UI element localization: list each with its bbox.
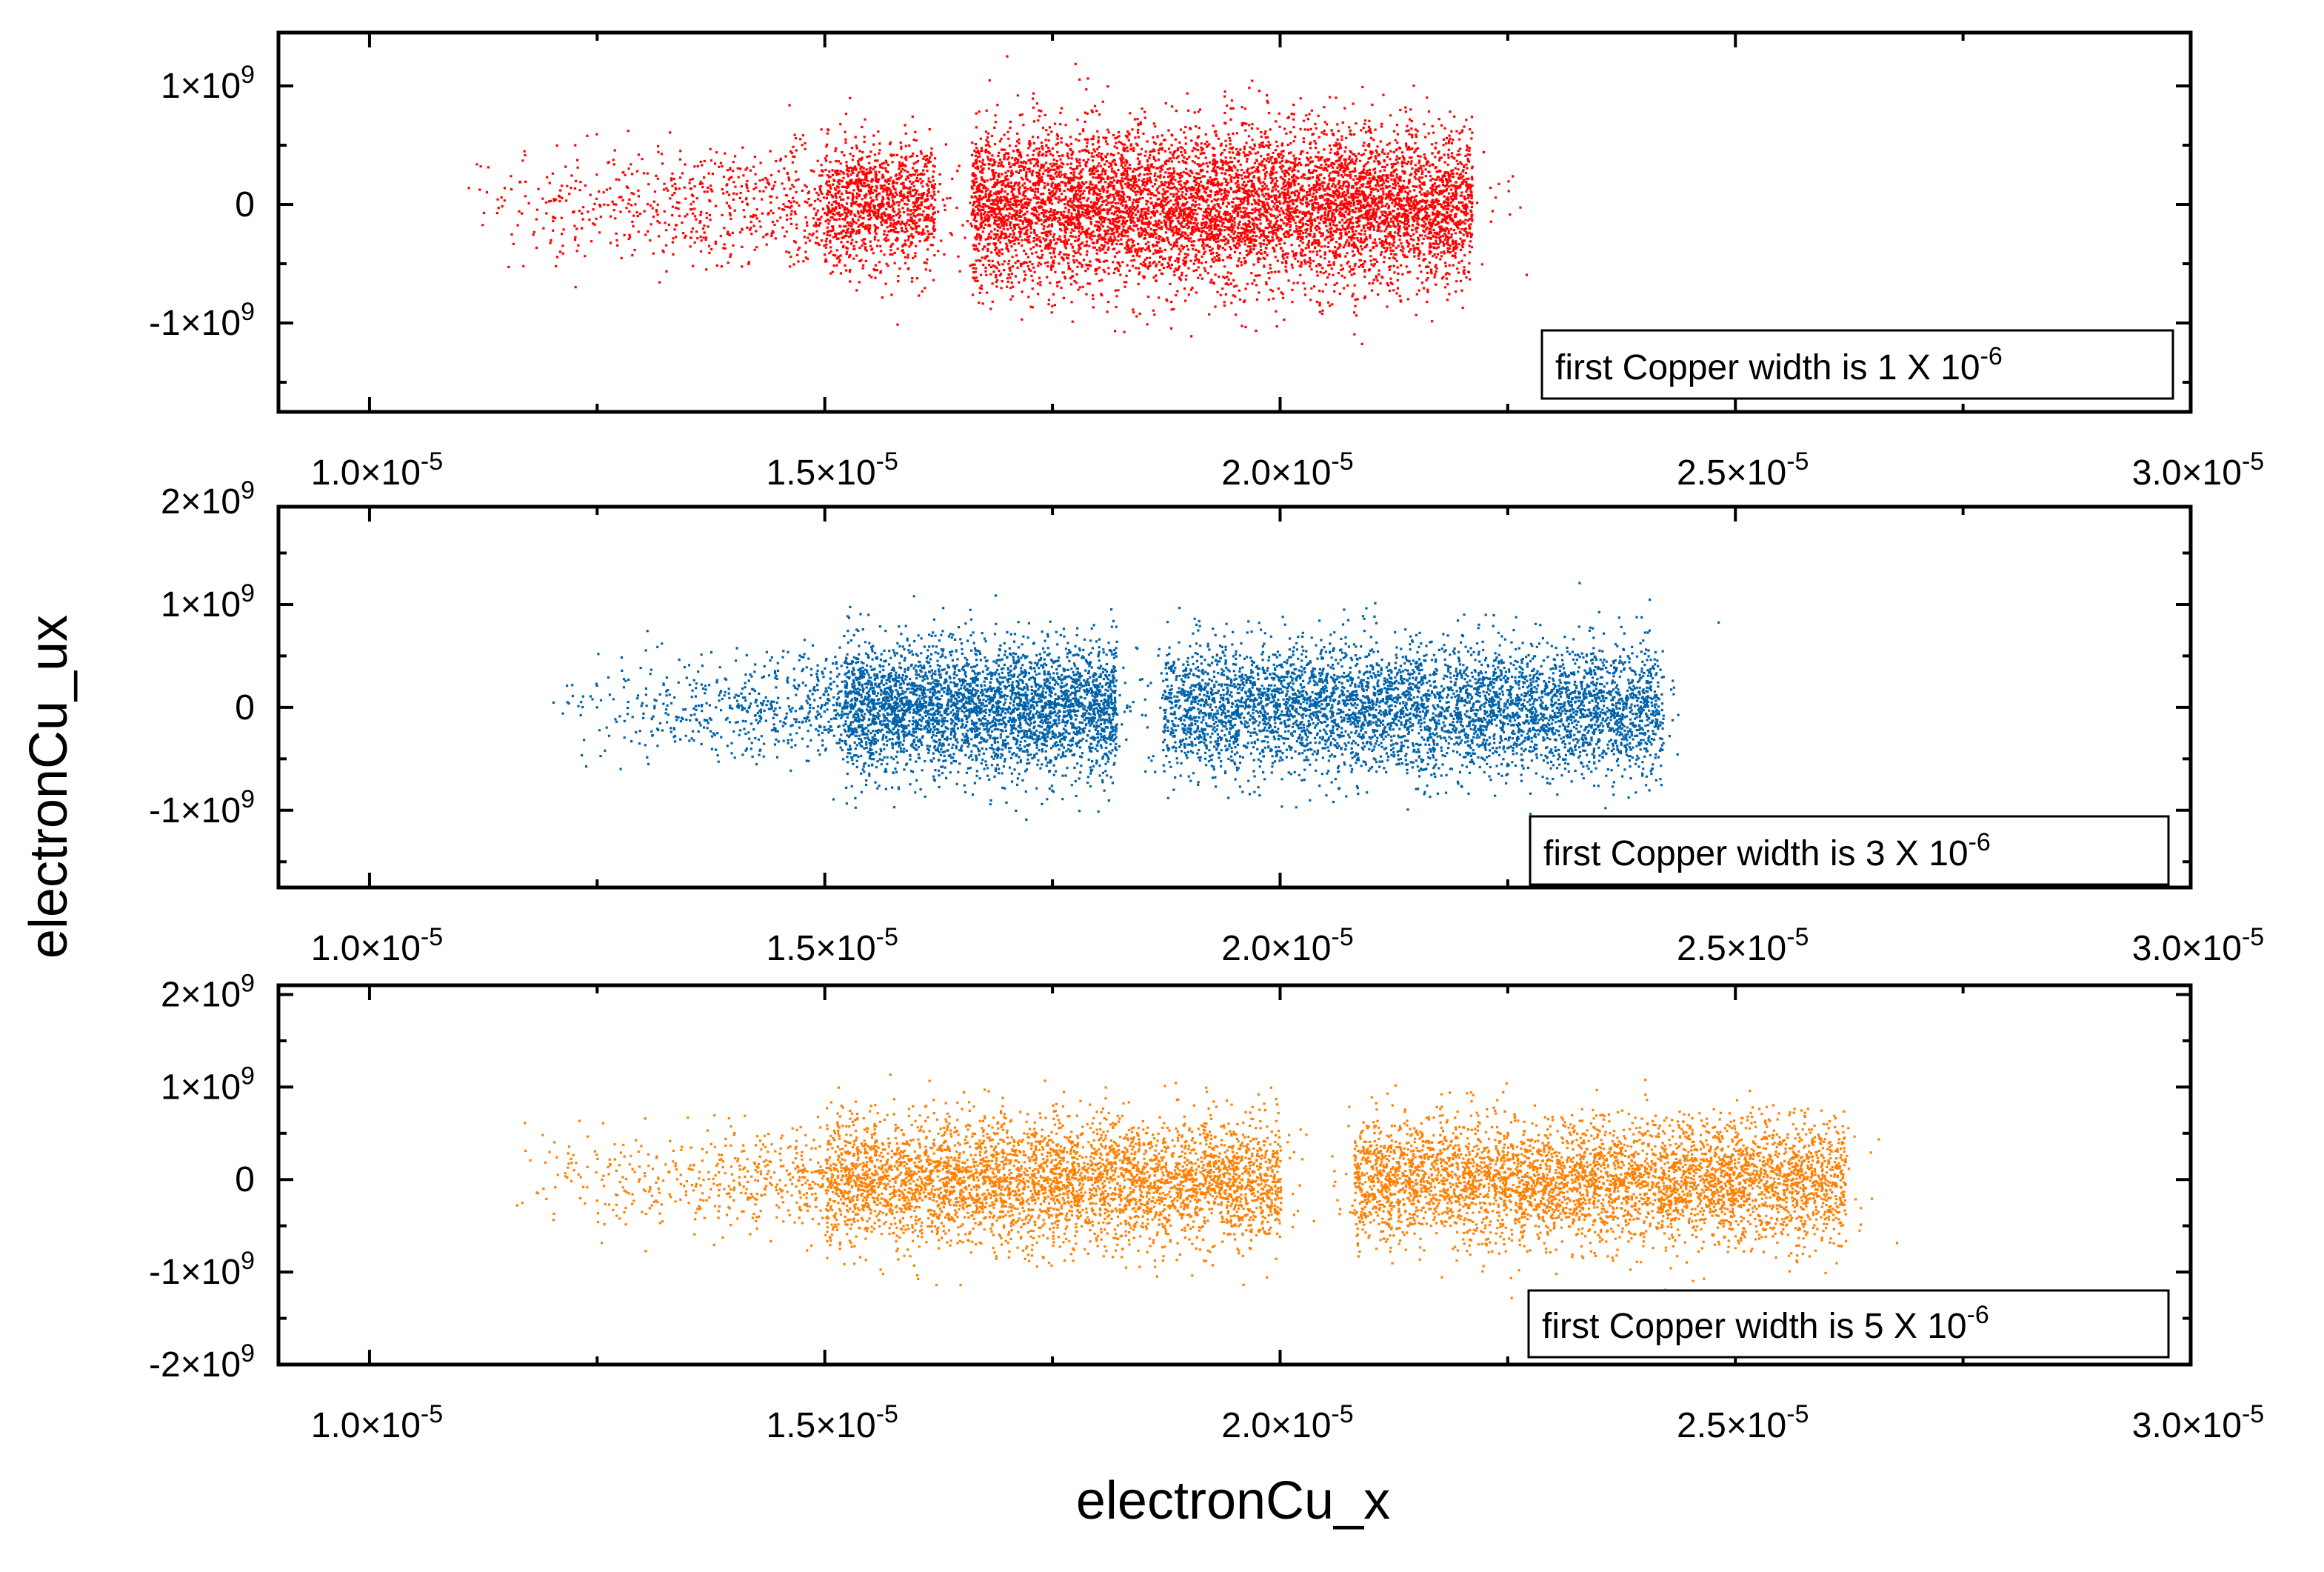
x-tick-label: 1.0×10-5: [311, 923, 443, 968]
y-tick-label: 1×109: [161, 579, 255, 625]
plot-frame-2: [276, 504, 2193, 890]
y-ticks-1: [278, 84, 2191, 384]
y-tick-label: 2×109: [161, 969, 255, 1014]
legend-box: [1529, 815, 2170, 886]
y-tick-label: 0: [235, 1160, 255, 1199]
y-tick-label: -1×109: [149, 298, 255, 343]
scatter-panel-1: 1.0×10-5 1.5×10-5 2.0×10-5 2.5×10-5 3.0×10-5…: [149, 30, 2264, 493]
x-tick-label: 2.0×10-5: [1221, 923, 1353, 968]
y-tick-label: 1×109: [161, 61, 255, 106]
plot-frame-3: [276, 983, 2193, 1367]
y-tick-label: 0: [235, 688, 255, 727]
legend-label: first Copper width is 3 X 10-6: [1543, 828, 1991, 873]
scatter-points-1: [467, 55, 1528, 345]
x-tick-label: 3.0×10-5: [2132, 923, 2264, 968]
scatter-panel-3: 1.0×10-5 1.5×10-5 2.0×10-5 2.5×10-5 3.0×10-5…: [149, 969, 2264, 1445]
scatter-marks-2: [552, 582, 1720, 821]
legend-1: first Copper width is 1 X 10-6: [1540, 329, 2174, 400]
scatter-points-3: [515, 1073, 1899, 1312]
y-tick-label: -2×109: [149, 1339, 255, 1385]
y-tick-label: -1×109: [149, 1247, 255, 1292]
y-ticks-2: [278, 551, 2191, 864]
y-axis-title: electronCu_ux: [19, 615, 79, 959]
x-tick-label: 1.0×10-5: [311, 1400, 443, 1445]
y-tick-label: 0: [235, 185, 255, 224]
x-tick-label: 2.5×10-5: [1677, 447, 1809, 493]
x-tick-label: 2.0×10-5: [1221, 1400, 1353, 1445]
x-axis-title: electronCu_x: [1076, 1471, 1390, 1531]
x-tick-label: 1.5×10-5: [767, 923, 898, 968]
legend-3: first Copper width is 5 X 10-6: [1527, 1289, 2170, 1359]
x-tick-label: 1.5×10-5: [767, 1400, 898, 1445]
x-tick-label: 2.5×10-5: [1677, 1400, 1809, 1445]
scatter-panel-2: 1.0×10-5 1.5×10-5 2.0×10-5 2.5×10-5 3.0×10-5…: [149, 476, 2264, 968]
legend-box: [1540, 329, 2174, 400]
x-tick-label: 2.5×10-5: [1677, 923, 1809, 968]
legend-label: first Copper width is 1 X 10-6: [1555, 342, 2003, 387]
legend-2: first Copper width is 3 X 10-6: [1529, 815, 2170, 886]
x-tick-label: 3.0×10-5: [2132, 1400, 2264, 1445]
legend-box: [1527, 1289, 2170, 1359]
y-ticks-3: [278, 993, 2191, 1366]
x-tick-label: 2.0×10-5: [1221, 447, 1353, 493]
x-tick-label: 1.0×10-5: [311, 447, 443, 493]
legend-label: first Copper width is 5 X 10-6: [1542, 1301, 1989, 1346]
scatter-marks-3: [515, 1073, 1899, 1312]
y-tick-label: 2×109: [161, 476, 255, 522]
x-tick-label: 1.5×10-5: [767, 447, 898, 493]
y-tick-label: 1×109: [161, 1062, 255, 1107]
scatter-points-2: [552, 582, 1720, 821]
y-tick-label: -1×109: [149, 785, 255, 830]
panels: 1.0×10-5 1.5×10-5 2.0×10-5 2.5×10-5 3.0×10-5…: [149, 30, 2264, 1445]
x-ticks-1: [367, 33, 2192, 412]
plot-frame-1: [276, 30, 2193, 414]
scatter-marks-1: [467, 55, 1528, 345]
x-tick-label: 3.0×10-5: [2132, 447, 2264, 493]
